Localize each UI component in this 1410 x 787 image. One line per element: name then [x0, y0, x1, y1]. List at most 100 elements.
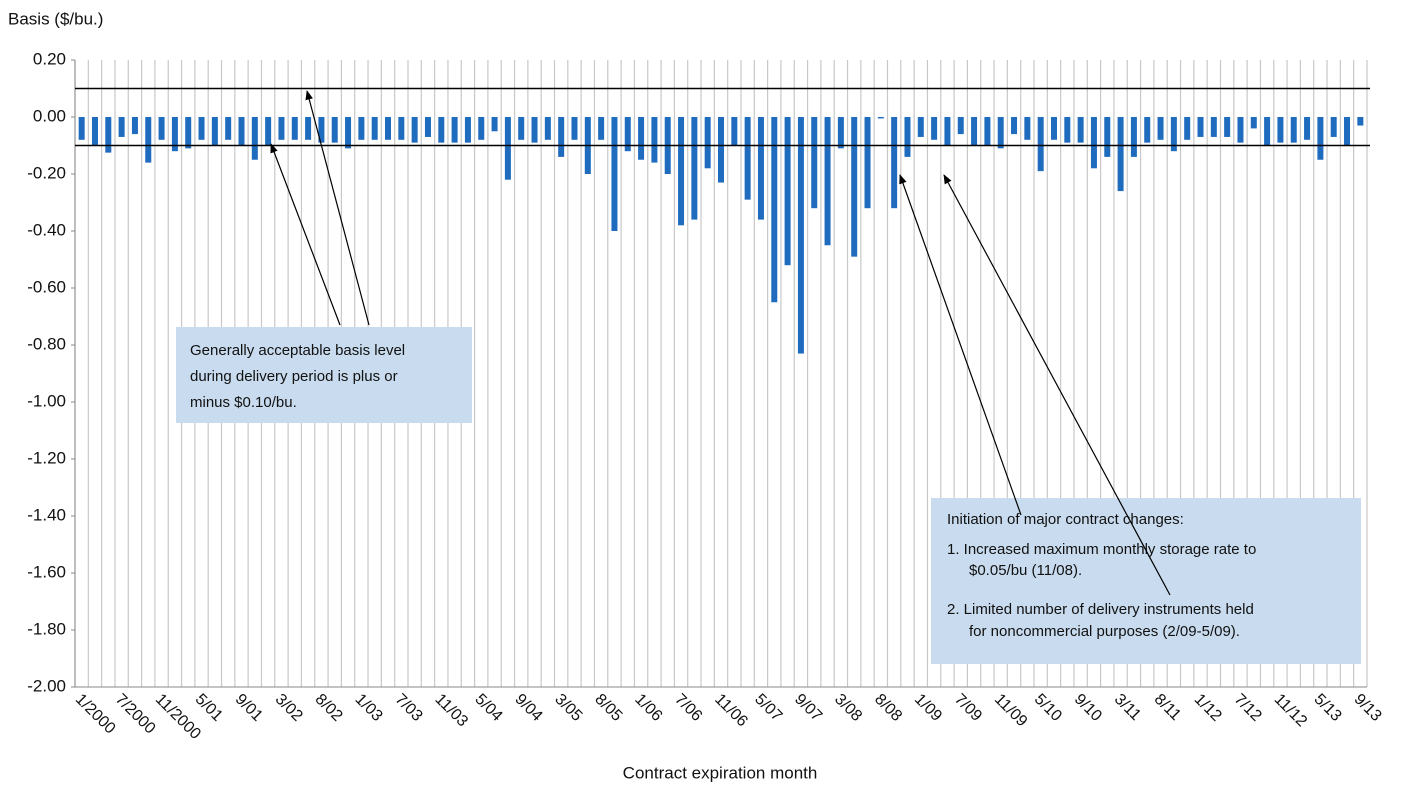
bar — [704, 117, 711, 169]
arrow — [943, 174, 1171, 596]
bar — [1250, 117, 1257, 129]
bar — [1170, 117, 1177, 152]
bar — [797, 117, 804, 354]
y-tick-label: -1.60 — [27, 562, 66, 581]
y-tick-label: 0.20 — [33, 49, 66, 68]
bar — [251, 117, 258, 160]
bar — [638, 117, 645, 160]
x-tick-label: 3/11 — [1111, 691, 1144, 724]
x-tick-label: 5/01 — [192, 691, 226, 725]
bar — [291, 117, 298, 140]
bar — [211, 117, 218, 146]
bar — [1224, 117, 1231, 137]
bar — [438, 117, 445, 143]
y-tick-label: -0.40 — [27, 220, 66, 239]
x-tick-label: 1/2000 — [72, 691, 119, 738]
bar — [784, 117, 791, 266]
x-tick-label: 8/08 — [871, 691, 905, 725]
bar — [451, 117, 458, 143]
bar — [171, 117, 178, 152]
bar — [931, 117, 938, 140]
x-tick-label: 5/13 — [1311, 691, 1345, 725]
x-tick-label: 7/03 — [392, 691, 426, 725]
bar — [225, 117, 232, 140]
bar — [984, 117, 991, 146]
x-tick-label: 5/07 — [751, 691, 785, 725]
x-tick-label: 3/05 — [551, 691, 585, 725]
bar — [1210, 117, 1217, 137]
annotation-box — [176, 327, 472, 423]
bar — [158, 117, 165, 140]
annotations: Generally acceptable basis level during d… — [176, 327, 1361, 664]
bars — [78, 117, 1364, 354]
bar — [891, 117, 898, 209]
x-tick-label: 7/06 — [671, 691, 705, 725]
bar — [464, 117, 471, 143]
bar — [385, 117, 392, 140]
bar — [504, 117, 511, 180]
bar — [318, 117, 325, 143]
bar — [278, 117, 285, 140]
x-tick-label: 9/07 — [791, 691, 825, 725]
bar — [598, 117, 605, 140]
bar — [837, 117, 844, 149]
bar — [265, 117, 272, 146]
bar — [118, 117, 125, 137]
x-axis-label: Contract expiration month — [623, 763, 818, 782]
bar — [1237, 117, 1244, 143]
bar — [824, 117, 831, 246]
bar — [1104, 117, 1111, 157]
arrow — [899, 174, 1022, 516]
y-tick-label: -0.20 — [27, 163, 66, 182]
bar — [651, 117, 658, 163]
y-tick-label: -2.00 — [27, 676, 66, 695]
bar — [864, 117, 871, 209]
x-tick-label: 8/02 — [312, 691, 346, 725]
bar — [1077, 117, 1084, 143]
annotation-text: minus $0.10/bu. — [190, 394, 297, 411]
x-tick-label: 1/12 — [1191, 691, 1225, 725]
bar — [358, 117, 365, 140]
annotation-text: 2. Limited number of delivery instrument… — [947, 601, 1254, 618]
annotation-text: Generally acceptable basis level — [190, 342, 405, 359]
bar — [624, 117, 631, 152]
bar — [904, 117, 911, 157]
bar — [678, 117, 685, 226]
bar — [105, 117, 112, 153]
bar — [491, 117, 498, 132]
x-tick-label: 5/10 — [1031, 691, 1065, 725]
bar — [971, 117, 978, 146]
bar — [1264, 117, 1271, 146]
bar — [811, 117, 818, 209]
bar — [1290, 117, 1297, 143]
bar — [611, 117, 618, 231]
x-tick-label: 11/12 — [1271, 691, 1311, 731]
bar — [1357, 117, 1364, 126]
annotation-text: $0.05/bu (11/08). — [969, 562, 1082, 579]
bar — [305, 117, 312, 140]
x-tick-label: 7/09 — [951, 691, 985, 725]
bar — [478, 117, 485, 140]
bar — [424, 117, 431, 137]
bar — [1344, 117, 1351, 146]
bar — [1197, 117, 1204, 137]
bar — [531, 117, 538, 143]
y-tick-label: -1.20 — [27, 448, 66, 467]
annotation-box — [931, 498, 1361, 664]
annotation-text: for noncommercial purposes (2/09-5/09). — [969, 623, 1240, 640]
bar — [238, 117, 245, 146]
x-tick-label: 9/04 — [511, 691, 545, 725]
bar — [185, 117, 192, 149]
annotation-text: 1. Increased maximum monthly storage rat… — [947, 541, 1256, 558]
x-tick-label: 7/12 — [1231, 691, 1265, 725]
bar — [345, 117, 352, 149]
y-tick-label: 0.00 — [33, 106, 66, 125]
annotation-text: Initiation of major contract changes: — [947, 511, 1184, 528]
bar — [731, 117, 738, 146]
bar — [997, 117, 1004, 149]
arrows — [270, 90, 1171, 596]
bar — [411, 117, 418, 143]
x-tick-label: 9/01 — [232, 691, 266, 725]
